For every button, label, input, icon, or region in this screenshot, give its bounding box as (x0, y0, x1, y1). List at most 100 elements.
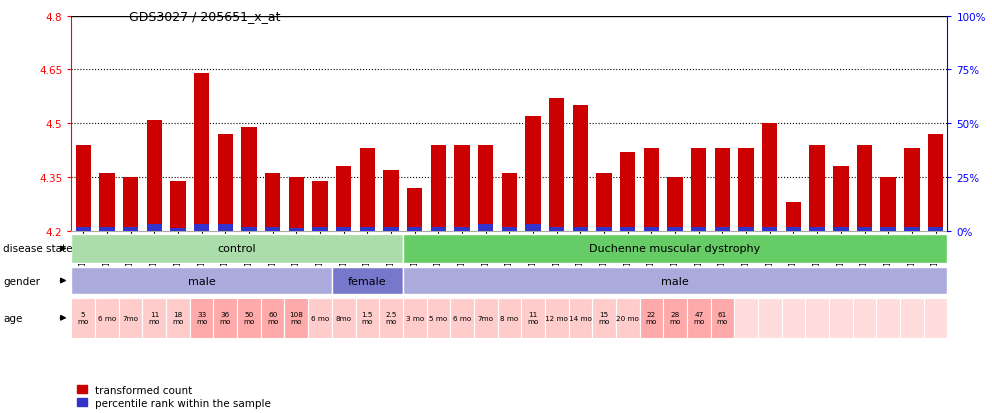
Legend: transformed count, percentile rank within the sample: transformed count, percentile rank withi… (76, 385, 271, 408)
Bar (806, 298, 829, 338)
Bar (857, 227, 872, 231)
Bar (332, 298, 355, 338)
Bar (478, 225, 493, 231)
Bar (572, 106, 588, 231)
Bar (355, 298, 379, 338)
Bar (715, 227, 730, 231)
Bar (924, 298, 947, 338)
Bar (572, 227, 588, 231)
Bar (217, 135, 233, 231)
Bar (261, 298, 285, 338)
Bar (549, 99, 564, 231)
Text: 60
mo: 60 mo (267, 311, 279, 325)
Bar (383, 171, 399, 231)
Text: 22
mo: 22 mo (646, 311, 657, 325)
Bar (549, 227, 564, 231)
Bar (738, 149, 754, 231)
Bar (312, 181, 327, 231)
Bar (166, 298, 189, 338)
Text: GDS3027 / 205651_x_at: GDS3027 / 205651_x_at (129, 10, 281, 23)
Bar (265, 174, 281, 231)
Text: 6 mo: 6 mo (453, 315, 471, 321)
Bar (596, 227, 612, 231)
Bar (194, 225, 209, 231)
Text: male: male (187, 276, 215, 286)
Bar (383, 227, 399, 231)
Bar (474, 298, 498, 338)
Bar (123, 178, 138, 231)
Bar (502, 227, 517, 231)
Bar (171, 181, 186, 231)
Bar (786, 227, 802, 231)
Bar (762, 124, 778, 231)
Bar (213, 298, 237, 338)
Bar (427, 298, 450, 338)
Bar (289, 178, 304, 231)
Bar (147, 120, 162, 231)
Bar (782, 298, 806, 338)
Text: 28
mo: 28 mo (670, 311, 681, 325)
Bar (904, 149, 920, 231)
Bar (853, 298, 876, 338)
Bar (833, 227, 848, 231)
Bar (360, 227, 375, 231)
Text: 6 mo: 6 mo (310, 315, 329, 321)
Bar (431, 145, 446, 231)
Bar (616, 298, 640, 338)
Text: 6 mo: 6 mo (98, 315, 116, 321)
Text: 7mo: 7mo (123, 315, 139, 321)
Bar (407, 227, 423, 231)
Bar (545, 298, 568, 338)
Bar (241, 128, 257, 231)
Bar (568, 298, 592, 338)
Bar (691, 227, 706, 231)
Bar (668, 227, 682, 231)
Bar (75, 227, 91, 231)
Bar (596, 174, 612, 231)
Text: 108
mo: 108 mo (290, 311, 304, 325)
Bar (686, 298, 710, 338)
Bar (309, 298, 332, 338)
Text: control: control (218, 244, 257, 254)
Bar (620, 152, 636, 231)
Bar (640, 298, 664, 338)
Bar (502, 174, 517, 231)
Bar (526, 117, 541, 231)
Text: age: age (3, 313, 23, 323)
Bar (762, 227, 778, 231)
Bar (809, 145, 824, 231)
Bar (403, 298, 427, 338)
Bar (786, 203, 802, 231)
Bar (75, 145, 91, 231)
Text: 61
mo: 61 mo (717, 311, 728, 325)
Bar (171, 228, 186, 231)
Text: 5
mo: 5 mo (77, 311, 89, 325)
Text: 15
mo: 15 mo (598, 311, 610, 325)
Bar (928, 227, 943, 231)
Text: 33
mo: 33 mo (196, 311, 207, 325)
Text: 14 mo: 14 mo (569, 315, 592, 321)
Bar (758, 298, 782, 338)
Bar (123, 227, 138, 231)
Bar (95, 298, 119, 338)
Bar (99, 227, 115, 231)
Bar (644, 149, 659, 231)
Bar (881, 178, 896, 231)
Text: 11
mo: 11 mo (149, 311, 160, 325)
Bar (71, 234, 403, 264)
Bar (336, 167, 351, 231)
Bar (407, 188, 423, 231)
Bar (454, 227, 470, 231)
Bar (833, 167, 848, 231)
Bar (99, 174, 115, 231)
Bar (876, 298, 900, 338)
Text: 12 mo: 12 mo (546, 315, 568, 321)
Text: 20 mo: 20 mo (616, 315, 639, 321)
Text: 50
mo: 50 mo (243, 311, 255, 325)
Text: 8mo: 8mo (335, 315, 352, 321)
Bar (809, 227, 824, 231)
Bar (289, 228, 304, 231)
Bar (332, 267, 403, 295)
Bar (478, 145, 493, 231)
Text: gender: gender (3, 276, 40, 286)
